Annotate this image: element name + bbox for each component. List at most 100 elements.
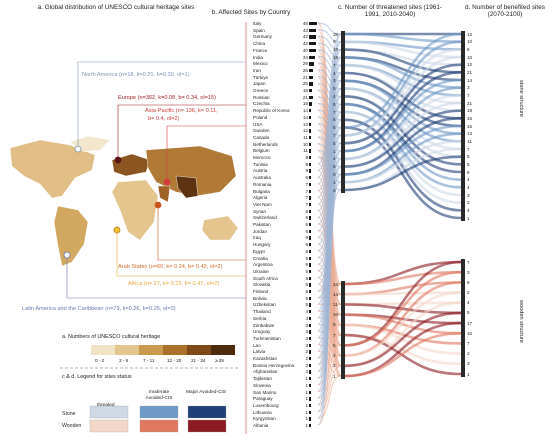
africa-connector bbox=[116, 233, 246, 277]
country-name: Slovenia bbox=[253, 382, 271, 388]
flow-stone-to-c bbox=[317, 62, 342, 82]
flow-stone-to-c bbox=[317, 55, 342, 74]
country-name: Belgium bbox=[253, 148, 270, 154]
country-bar bbox=[309, 410, 311, 414]
country-bar bbox=[309, 48, 316, 53]
flow-wooden-to-d bbox=[344, 270, 462, 347]
country-name: Iraq bbox=[253, 235, 261, 241]
country-name: Australia bbox=[253, 175, 271, 181]
country-count: 6 bbox=[305, 175, 308, 181]
threatened-stone-count: 15 bbox=[333, 54, 339, 60]
country-count: 13 bbox=[302, 121, 308, 127]
country-name: India bbox=[253, 54, 263, 60]
country-name: Romania bbox=[253, 181, 272, 187]
north-america-marker bbox=[74, 145, 82, 153]
flow-stone-to-d bbox=[344, 124, 462, 176]
country-bar bbox=[309, 223, 311, 227]
country-name: USA bbox=[253, 121, 263, 127]
country-count: 1 bbox=[305, 389, 308, 395]
region-latin-america: Latin America and the Caribbean (n=79, k… bbox=[22, 306, 176, 312]
threatened-stone-count: 1 bbox=[333, 179, 336, 185]
threatened-wooden-count: 9 bbox=[333, 322, 336, 328]
country-count: 29 bbox=[302, 61, 308, 67]
legend-swatch-wooden-threated bbox=[89, 419, 129, 433]
country-count: 5 bbox=[305, 302, 308, 308]
country-bar bbox=[309, 22, 317, 26]
country-count: 7 bbox=[305, 201, 308, 207]
country-count: 6 bbox=[305, 222, 308, 227]
threatened-wooden-count: 1 bbox=[333, 373, 336, 379]
country-name: Kyrgyzstan bbox=[253, 416, 276, 422]
flow-stone-to-d bbox=[344, 102, 462, 181]
country-name: Czechia bbox=[253, 101, 270, 107]
country-count: 34 bbox=[302, 54, 308, 60]
threatened-stone-count: 5 bbox=[333, 140, 336, 146]
country-bar bbox=[309, 403, 311, 408]
country-bar bbox=[309, 310, 311, 314]
country-bar bbox=[309, 316, 311, 321]
flow-stone-to-d bbox=[344, 87, 462, 151]
benefited-stone-count: 7 bbox=[467, 146, 470, 152]
country-count: 4 bbox=[305, 309, 308, 315]
arab-states-connector bbox=[157, 208, 246, 261]
header-d: d. Number of benefited sites (2070-2100) bbox=[465, 4, 545, 19]
threatened-stone-count: 6 bbox=[333, 164, 336, 170]
country-count: 11 bbox=[303, 148, 308, 154]
flow-wooden-to-d bbox=[344, 270, 462, 286]
benefited-stone-count: 21 bbox=[467, 100, 473, 106]
benefited-stone-count: 4 bbox=[467, 184, 470, 190]
legend-a-bin-label: 0 - 2 bbox=[95, 358, 105, 363]
legend-col-major: Major Avoided-CIS bbox=[186, 390, 226, 395]
country-bar bbox=[309, 417, 311, 421]
country-name: Argentina bbox=[253, 262, 273, 268]
benefited-wooden-count: 17 bbox=[467, 320, 473, 326]
country-count: 15 bbox=[302, 101, 308, 107]
country-bar bbox=[309, 62, 314, 66]
flow-stone-to-c bbox=[317, 49, 342, 66]
legend-a-bin-label: 21 - 34 bbox=[191, 358, 206, 363]
threatened-wooden-count: 7 bbox=[333, 332, 336, 338]
country-bar bbox=[309, 109, 312, 113]
country-bar bbox=[309, 75, 313, 79]
country-bar bbox=[309, 42, 316, 46]
header-c: c. Number of threatened sites (1961-1991… bbox=[337, 4, 443, 19]
country-count: 1 bbox=[305, 416, 308, 422]
country-bar bbox=[309, 283, 311, 287]
country-count: 26 bbox=[302, 67, 308, 73]
flow-stone-to-d bbox=[344, 140, 462, 184]
flow-stone-to-d bbox=[344, 48, 462, 74]
benefited-wooden-count: 7 bbox=[467, 340, 470, 346]
country-bar bbox=[309, 350, 311, 354]
benefited-wooden-count: 3 bbox=[467, 361, 470, 367]
country-count: 40 bbox=[302, 47, 308, 53]
asia-pacific-marker bbox=[163, 178, 171, 186]
country-count: 6 bbox=[305, 248, 308, 254]
threatened-stone-count: 9 bbox=[333, 39, 336, 45]
country-bar bbox=[309, 89, 312, 93]
country-count: 3 bbox=[305, 335, 308, 341]
country-count: 12 bbox=[302, 128, 308, 134]
country-bar bbox=[309, 323, 311, 327]
country-name: Republic of Korea bbox=[253, 108, 290, 114]
country-count: 1 bbox=[305, 376, 308, 382]
benefited-stone-count: 10 bbox=[467, 54, 473, 60]
flow-stone-to-d bbox=[344, 32, 462, 129]
country-name: Luxembourg bbox=[253, 402, 279, 408]
legend-row-wooden: Wooden bbox=[62, 423, 82, 429]
threatened-stone-count: 4 bbox=[333, 93, 336, 99]
benefited-wooden-count: 2 bbox=[467, 290, 470, 296]
threatened-wooden-count: 2 bbox=[333, 363, 336, 369]
flow-wooden-to-d bbox=[344, 291, 462, 296]
country-bar bbox=[309, 336, 311, 341]
flow-stone-to-d bbox=[344, 109, 462, 168]
flow-stone-to-d bbox=[344, 32, 462, 43]
threatened-stone-count: 5 bbox=[333, 125, 336, 131]
benefited-wooden-count: 2 bbox=[467, 351, 470, 357]
legend-cd-title: c & d. Legend for sites status bbox=[62, 374, 132, 380]
country-count: 7 bbox=[305, 195, 308, 201]
country-name: San Marino bbox=[253, 389, 277, 395]
country-bar bbox=[309, 55, 315, 59]
africa-marker bbox=[113, 226, 121, 234]
country-name: Lao bbox=[253, 342, 261, 348]
country-count: 14 bbox=[302, 108, 308, 114]
